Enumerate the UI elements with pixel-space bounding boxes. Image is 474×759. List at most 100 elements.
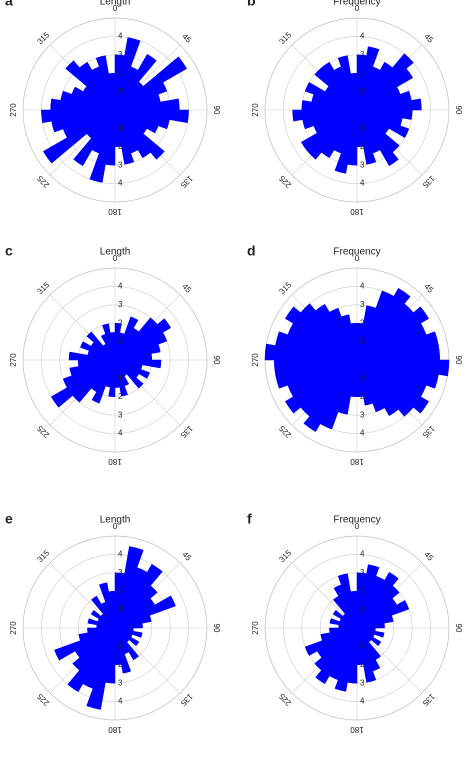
theta-tick-label: 270 xyxy=(251,103,260,117)
theta-tick-label: 0 xyxy=(113,4,118,13)
theta-tick-label: 45 xyxy=(180,282,193,295)
rose-wedge xyxy=(303,359,358,433)
rose-wedge xyxy=(50,359,116,408)
r-tick-label: 1 xyxy=(118,337,123,346)
rose-wedge xyxy=(114,332,168,361)
rose-wedge xyxy=(41,109,116,124)
panel-title: Length xyxy=(100,247,131,258)
r-tick-label: 4 xyxy=(118,32,123,41)
theta-tick-label: 225 xyxy=(277,691,293,707)
rose-wedge xyxy=(114,56,188,111)
r-tick-label: 4 xyxy=(360,179,365,188)
theta-tick-label: 225 xyxy=(35,423,51,439)
theta-tick-label: 45 xyxy=(422,282,435,295)
theta-tick-label: 45 xyxy=(422,32,435,45)
rose-wedge xyxy=(356,359,374,406)
r-tick-label: 3 xyxy=(360,300,365,309)
r-tick-label: 1 xyxy=(118,87,123,96)
panel-title: Frequency xyxy=(333,247,380,258)
rose-wedge xyxy=(320,627,358,641)
rose-wedge xyxy=(350,590,358,629)
rose-wedge xyxy=(356,571,399,629)
rose-wedge xyxy=(114,37,141,111)
theta-tick-label: 225 xyxy=(277,423,293,439)
rose-panel: 0 45 90 135 180 225 270 315 1 1 2 2 3 3 4 4 Frequency f xyxy=(247,511,463,734)
rose-wedge xyxy=(356,306,430,361)
rose-wedge xyxy=(114,585,158,629)
r-tick-label: 1 xyxy=(360,605,365,614)
rose-wedge xyxy=(350,322,358,361)
r-tick-label: 2 xyxy=(118,392,123,401)
rose-wedge xyxy=(114,595,176,629)
theta-tick-label: 270 xyxy=(251,353,260,367)
rose-wedge xyxy=(71,86,116,111)
rose-wedge xyxy=(332,609,358,629)
theta-tick-label: 0 xyxy=(113,522,118,531)
rose-wedge xyxy=(304,627,358,656)
rose-wedge xyxy=(80,341,116,361)
rose-wedge xyxy=(356,109,377,165)
r-tick-label: 4 xyxy=(360,32,365,41)
rose-wedge xyxy=(356,109,410,138)
r-tick-label: 3 xyxy=(118,300,123,309)
rose-wedge xyxy=(356,287,411,361)
rose-panel: 0 45 90 135 180 225 270 315 1 1 2 2 3 3 4 4 Frequency d xyxy=(247,243,463,466)
rose-wedge xyxy=(356,615,394,629)
r-tick-label: 2 xyxy=(118,586,123,595)
rose-wedge xyxy=(356,359,399,417)
theta-tick-label: 315 xyxy=(35,548,51,564)
rose-wedge xyxy=(108,590,116,629)
rose-wedge xyxy=(114,82,168,111)
rose-wedge xyxy=(356,627,377,683)
rose-wedge xyxy=(114,109,151,159)
rose-wedge xyxy=(356,53,414,111)
r-tick-label: 3 xyxy=(360,568,365,577)
r-tick-label: 4 xyxy=(360,697,365,706)
r-tick-label: 1 xyxy=(360,337,365,346)
r-tick-label: 4 xyxy=(118,282,123,291)
panel-title: Frequency xyxy=(333,0,380,8)
rose-wedge xyxy=(89,109,116,183)
panel-label: f xyxy=(247,511,252,527)
rose-wedge xyxy=(54,627,116,661)
theta-tick-label: 270 xyxy=(9,353,18,367)
theta-tick-label: 180 xyxy=(350,457,364,466)
rose-wedge xyxy=(72,627,116,671)
rose-wedge xyxy=(356,359,439,389)
theta-tick-label: 90 xyxy=(454,624,463,633)
rose-wedge xyxy=(315,303,358,361)
rose-wedge xyxy=(108,72,116,111)
theta-tick-label: 135 xyxy=(420,692,436,708)
rose-wedge xyxy=(356,600,410,629)
rose-wedge xyxy=(86,627,116,710)
rose-wedge xyxy=(78,627,116,641)
r-tick-label: 1 xyxy=(118,642,123,651)
rose-wedge xyxy=(356,359,385,413)
rose-wedge xyxy=(102,323,116,361)
rose-wedge xyxy=(356,98,422,111)
rose-wedge xyxy=(356,359,430,414)
rose-wedge xyxy=(275,331,358,361)
rose-wedge xyxy=(114,343,161,361)
rose-wedge xyxy=(356,68,414,111)
r-tick-label: 3 xyxy=(118,50,123,59)
theta-tick-label: 180 xyxy=(108,457,122,466)
rose-wedge xyxy=(98,582,116,629)
rose-wedge xyxy=(356,622,385,629)
rose-wedge xyxy=(350,72,358,111)
rose-wedge xyxy=(337,573,358,629)
rose-panel: 0 45 90 135 180 225 270 315 1 1 2 2 3 3 4 4 Frequency b xyxy=(247,0,463,216)
panel-label: e xyxy=(5,511,13,527)
rose-wedge xyxy=(114,316,139,361)
r-tick-label: 4 xyxy=(360,282,365,291)
r-tick-label: 3 xyxy=(118,568,123,577)
theta-tick-label: 90 xyxy=(212,106,221,115)
panel-label: a xyxy=(5,0,13,9)
rose-wedge xyxy=(114,318,172,361)
r-tick-label: 4 xyxy=(118,550,123,559)
theta-tick-label: 270 xyxy=(9,103,18,117)
theta-tick-label: 0 xyxy=(113,254,118,263)
rose-wedge xyxy=(329,627,358,634)
panel-label: d xyxy=(247,243,256,259)
theta-tick-label: 45 xyxy=(180,32,193,45)
